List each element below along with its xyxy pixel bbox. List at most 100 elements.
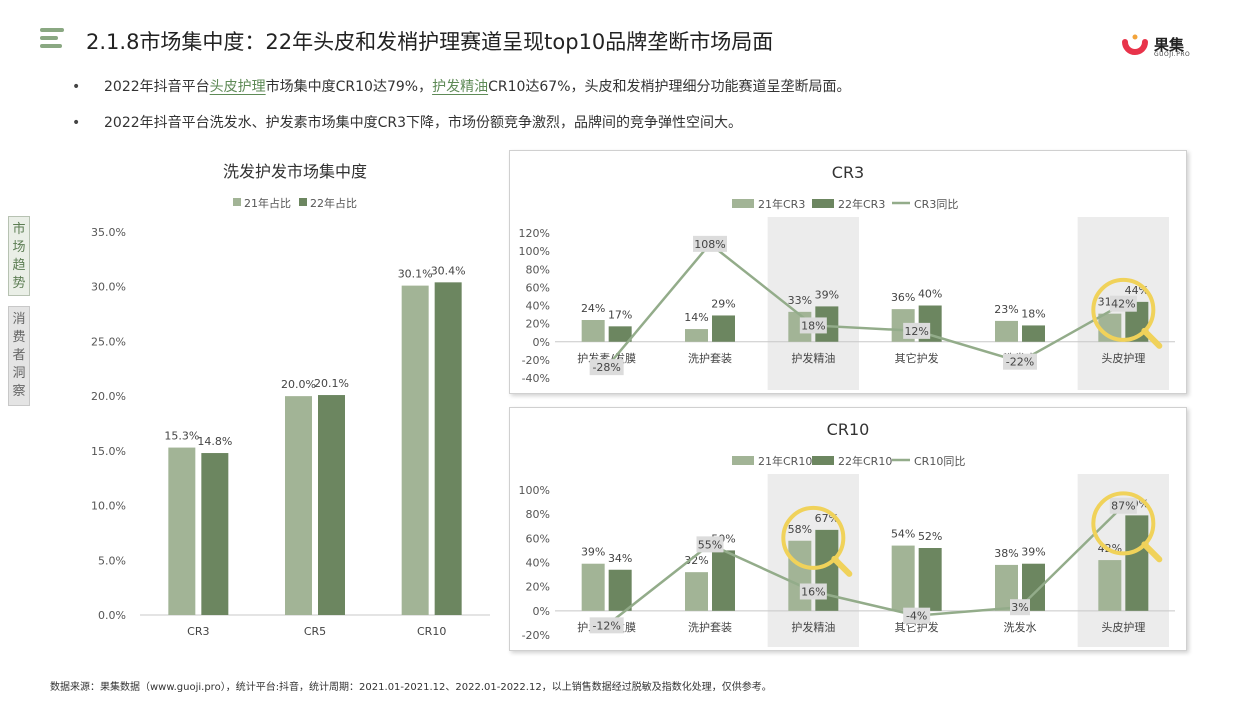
legend-swatch [299,198,307,206]
chart-market-concentration: 洗发护发市场集中度 21年占比 22年占比 0.0% 5.0% 10.0% 15.0% 20.… [40,150,500,650]
bar [1125,515,1149,611]
bar-value-label: 39% [815,288,839,301]
chart-cr10: CR10 21年CR10 22年CR10 CR10同比 -20% 0% 20% 40% 60% 8… [509,407,1187,651]
legend-label: CR3同比 [914,198,958,211]
bar-value-label: 23% [994,303,1018,316]
highlight-link[interactable]: 头皮护理 [209,79,266,95]
yoy-value-label: 18% [801,319,825,332]
side-tab-consumer-insight[interactable]: 消费者洞察 [8,306,30,406]
y-tick-label: -40% [522,372,550,385]
bar-value-label: 17% [608,308,632,321]
bar-value-label: 33% [788,294,812,307]
magnifier-handle-icon [831,555,853,577]
legend-label: CR10同比 [914,455,965,468]
chart-title: 洗发护发市场集中度 [223,162,367,181]
bullet-text: 2022年抖音平台洗发水、护发素市场集中度CR3下降，市场份额竞争激烈，品牌间的… [104,115,743,131]
yoy-value-label: -28% [592,361,620,374]
side-tab-label: 消费者洞察 [9,311,29,401]
y-tick-label: 0% [533,336,550,349]
yoy-label-bg [1109,497,1137,514]
legend-label: 21年CR3 [758,197,805,211]
bar [891,545,915,611]
legend-label: 22年占比 [310,196,357,210]
side-tab-char: 场 [12,240,26,255]
bar-value-label: 34% [608,552,632,565]
bullet-text: CR10达67%，头皮和发梢护理细分功能赛道呈垄断局面。 [488,79,851,95]
y-tick-label: 100% [519,245,550,258]
bar-value-label: 38% [994,547,1018,560]
y-tick-label: 30.0% [91,281,126,294]
yoy-value-label: 3% [1011,601,1028,614]
y-tick-label: 25.0% [91,335,126,348]
legend-swatch [812,456,834,465]
bullet-text: 市场集中度CR10达79%， [265,79,433,95]
legend-swatch [233,198,241,206]
legend-label: 21年占比 [244,196,291,210]
y-tick-label: 0.0% [98,609,126,622]
x-tick-label: CR10 [417,625,446,638]
side-tab-char: 势 [12,276,26,291]
y-tick-label: 40% [526,300,550,313]
highlight-band [767,217,859,390]
y-tick-label: -20% [522,629,550,642]
bar [581,320,605,342]
bar-value-label: 52% [918,530,942,543]
bar-value-label: 14.8% [197,435,232,448]
bar-value-label: 39% [1021,546,1045,559]
bar-value-label: 20.0% [281,378,316,391]
menu-icon [40,28,64,50]
x-tick-label: 其它护发 [895,351,939,365]
bar [685,329,708,342]
side-tab-market-trend[interactable]: 市场趋势 [8,216,30,296]
bar-value-label: 40% [918,288,942,301]
bar-value-label: 15.3% [164,430,199,443]
bar-value-label: 29% [711,297,735,310]
y-tick-label: 40% [526,557,550,570]
legend-swatch [732,456,754,465]
chart-title: CR10 [827,420,870,439]
yoy-label-bg [693,235,727,252]
y-tick-label: 10.0% [91,500,126,513]
bullet-text: 2022年抖音平台 [104,79,210,95]
y-tick-label: 120% [519,227,550,240]
side-tab-char: 费 [12,330,26,345]
bar-value-label: 58% [788,523,812,536]
brand-logo: 果集 GUOJI.PRO [1122,32,1212,62]
y-tick-label: 80% [526,263,550,276]
bar [995,320,1018,342]
bar [788,540,812,611]
bar [581,563,605,611]
bar [685,572,708,611]
side-tab-char: 洞 [12,366,26,381]
side-tab-label: 市场趋势 [9,221,29,293]
y-tick-label: 15.0% [91,445,126,458]
bar [608,326,632,342]
yoy-value-label: -4% [906,610,927,623]
y-tick-label: 60% [526,281,550,294]
bar [712,550,735,611]
x-tick-label: CR5 [304,625,326,638]
yoy-value-label: 55% [698,538,722,551]
chart-svg: CR10 21年CR10 22年CR10 CR10同比 -20% 0% 20% 40% 60% 8… [519,420,1175,647]
legend-label: 21年CR10 [758,454,812,468]
yoy-value-label: 87% [1111,500,1135,513]
yoy-value-label: 108% [694,238,725,251]
legend-label: 22年CR10 [838,454,892,468]
legend-label: 22年CR3 [838,197,885,211]
yoy-label-bg [903,322,931,339]
x-tick-label: 洗护套装 [688,351,732,365]
magnifier-ring-icon [1091,277,1156,342]
yoy-value-label: -22% [1006,356,1034,369]
highlight-link[interactable]: 护发精油 [432,79,489,95]
page-title: 2.1.8市场集中度：22年头皮和发梢护理赛道呈现top10品牌垄断市场局面 [86,30,774,54]
chart-svg: CR3 21年CR3 22年CR3 CR3同比 -40% -20% 0% 20% 40% 60% 8… [519,163,1175,390]
side-tab-char: 察 [12,384,26,399]
y-tick-label: -20% [522,354,550,367]
bar [318,395,345,615]
yoy-value-label: 12% [904,325,928,338]
guoji-logo-icon [1122,34,1148,55]
legend-swatch [732,199,754,208]
yoy-label-bg [799,317,827,334]
yoy-label-bg [589,617,624,634]
bar [201,453,229,615]
